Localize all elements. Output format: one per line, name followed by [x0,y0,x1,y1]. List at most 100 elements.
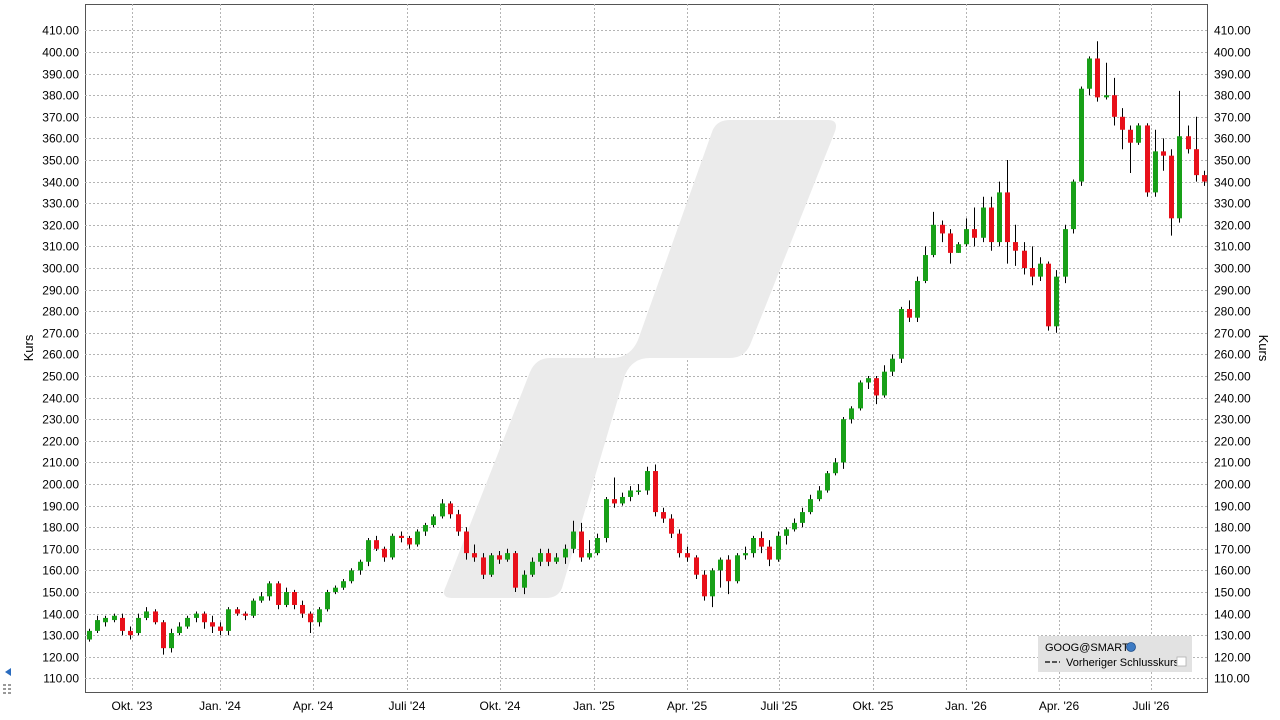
candle [882,365,887,398]
y-tick-label-right: 340.00 [1214,176,1251,190]
y-tick-label-left: 390.00 [42,68,79,82]
candle [128,626,133,640]
candle [161,620,166,655]
candle-body [235,609,240,614]
candle [817,486,822,502]
candles-layer [87,41,1207,655]
candle [685,546,690,562]
x-tick-label: Okt. '23 [112,699,153,713]
y-tick-label-left: 290.00 [42,284,79,298]
gridlines [85,4,1207,692]
candle-body [522,574,527,588]
candle-body [472,553,477,558]
candle-body [1022,250,1027,268]
y-tick-label-left: 240.00 [42,392,79,406]
candle [120,613,125,636]
candle [382,546,387,562]
candle-body [448,503,453,515]
candle-body [497,555,502,560]
candle-body [948,233,953,253]
candle-body [989,207,994,243]
candle [563,544,568,564]
candle [661,507,666,523]
candle [1063,224,1068,284]
candle-body [874,378,879,396]
candle-body [267,583,272,597]
candle [645,466,650,495]
legend-checkbox[interactable] [1176,656,1187,667]
candle-body [153,611,158,623]
candle-body [1194,149,1199,176]
candle-body [841,419,846,463]
candle-body [1005,192,1010,243]
candle-body [677,533,682,554]
y-tick-label-right: 220.00 [1214,435,1251,449]
candle-body [399,535,404,538]
candle [595,533,600,556]
candle [530,557,535,577]
candle [1202,170,1207,186]
candle [931,211,936,258]
candle-body [604,499,609,538]
candle-body [792,522,797,530]
x-tick-label: Jan. '25 [573,699,615,713]
candle-body [972,229,977,238]
candle-body [612,499,617,504]
candle-body [308,613,313,623]
candle [759,531,764,554]
globe-icon[interactable] [1126,642,1136,652]
candle-body [587,553,592,558]
y-axis-title-left: Kurs [21,334,36,361]
settings-icon[interactable] [3,668,11,694]
y-tick-label-right: 330.00 [1214,197,1251,211]
candle-body [743,553,748,556]
candle-body [579,531,584,558]
y-tick-label-right: 120.00 [1214,651,1251,665]
candle [1120,108,1125,150]
candle [259,592,264,603]
candle [907,300,912,322]
candle-body [333,587,338,592]
candle-body [292,592,297,605]
candle [1038,257,1043,281]
candle [440,499,445,519]
y-tick-label-right: 300.00 [1214,262,1251,276]
legend-box [1038,636,1192,672]
y-tick-label-left: 300.00 [42,262,79,276]
candle [849,406,854,424]
y-tick-label-right: 320.00 [1214,219,1251,233]
candle-body [825,473,830,491]
candle [1161,138,1166,171]
candle [915,276,920,322]
candle [1054,270,1059,333]
candle [940,220,945,243]
candle-body [767,546,772,560]
candle [948,229,953,264]
candle [751,535,756,558]
y-tick-label-left: 140.00 [42,608,79,622]
y-tick-label-right: 140.00 [1214,608,1251,622]
x-tick-label: Apr. '24 [293,699,334,713]
candle [481,553,486,580]
y-tick-label-right: 240.00 [1214,392,1251,406]
candle-body [415,531,420,545]
y-tick-label-left: 310.00 [42,240,79,254]
candle-body [702,574,707,597]
candle [612,477,617,508]
candle [218,622,223,636]
candle-body [103,617,108,623]
candle-body [636,490,641,492]
candle-body [595,538,600,554]
y-tick-label-right: 310.00 [1214,240,1251,254]
candle-body [300,604,305,614]
y-tick-label-left: 150.00 [42,586,79,600]
candle [800,507,805,528]
candle [144,607,149,621]
candle [1186,125,1191,154]
candle [1177,90,1182,223]
y-tick-label-left: 270.00 [42,327,79,341]
candle [866,376,871,389]
candle [1030,246,1035,286]
candle-body [226,609,231,631]
